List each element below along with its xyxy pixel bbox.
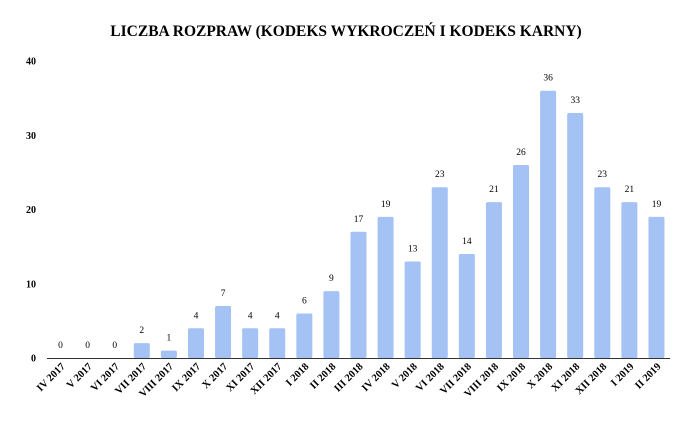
data-label: 33 [570,96,580,106]
y-tick-label: 0 [31,354,36,365]
bars-group [133,90,665,358]
x-tick-label: III 2018 [332,361,365,394]
y-tick-label: 30 [26,131,36,142]
data-label: 13 [408,244,418,254]
bar [567,112,584,358]
data-label: 7 [221,289,226,299]
x-tick-label: I 2018 [284,361,311,388]
x-tick-label: IX 2018 [495,361,528,394]
data-label: 4 [275,311,280,321]
bar [350,231,367,358]
data-label: 19 [381,200,391,210]
data-label: 19 [652,200,662,210]
bar [404,261,421,358]
bar [242,328,259,358]
data-label: 14 [462,237,472,247]
data-label: 0 [85,341,90,351]
data-label: 36 [543,74,553,84]
data-label: 0 [112,341,117,351]
bar [377,216,394,358]
data-label: 17 [354,215,364,225]
bar [431,187,448,358]
bar [485,202,502,358]
data-label: 21 [625,185,635,195]
bar [621,202,638,358]
bar [323,291,340,358]
data-label: 23 [598,170,608,180]
bar [513,164,530,358]
y-axis: 0 10 20 30 40 [26,57,36,365]
data-label: 4 [194,311,199,321]
data-label: 6 [302,296,307,306]
bar [269,328,286,358]
data-label: 2 [139,326,144,336]
y-tick-label: 20 [26,205,36,216]
bar [458,254,475,358]
y-tick-label: 10 [26,279,36,290]
x-tick-label: IX 2017 [170,361,203,394]
chart-title: LICZBA ROZPRAW (KODEKS WYKROCZEŃ I KODEK… [110,23,581,40]
x-tick-label: IV 2018 [360,361,393,394]
data-label: 1 [167,334,172,344]
bar [296,313,313,358]
bar [133,343,150,358]
bar [648,216,665,358]
x-tick-label: IV 2017 [35,361,68,394]
bar [594,187,611,358]
x-tick-label: I 2019 [609,361,636,388]
data-label: 26 [516,148,526,158]
y-tick-label: 40 [26,57,36,68]
data-label: 23 [435,170,445,180]
bar [540,90,557,358]
bar [215,306,232,358]
x-tick-label: II 2019 [633,361,663,391]
data-label: 9 [329,274,334,284]
data-label: 0 [58,341,63,351]
bar [160,350,177,358]
bar [187,328,204,358]
data-label: 21 [489,185,499,195]
data-label: 4 [248,311,253,321]
